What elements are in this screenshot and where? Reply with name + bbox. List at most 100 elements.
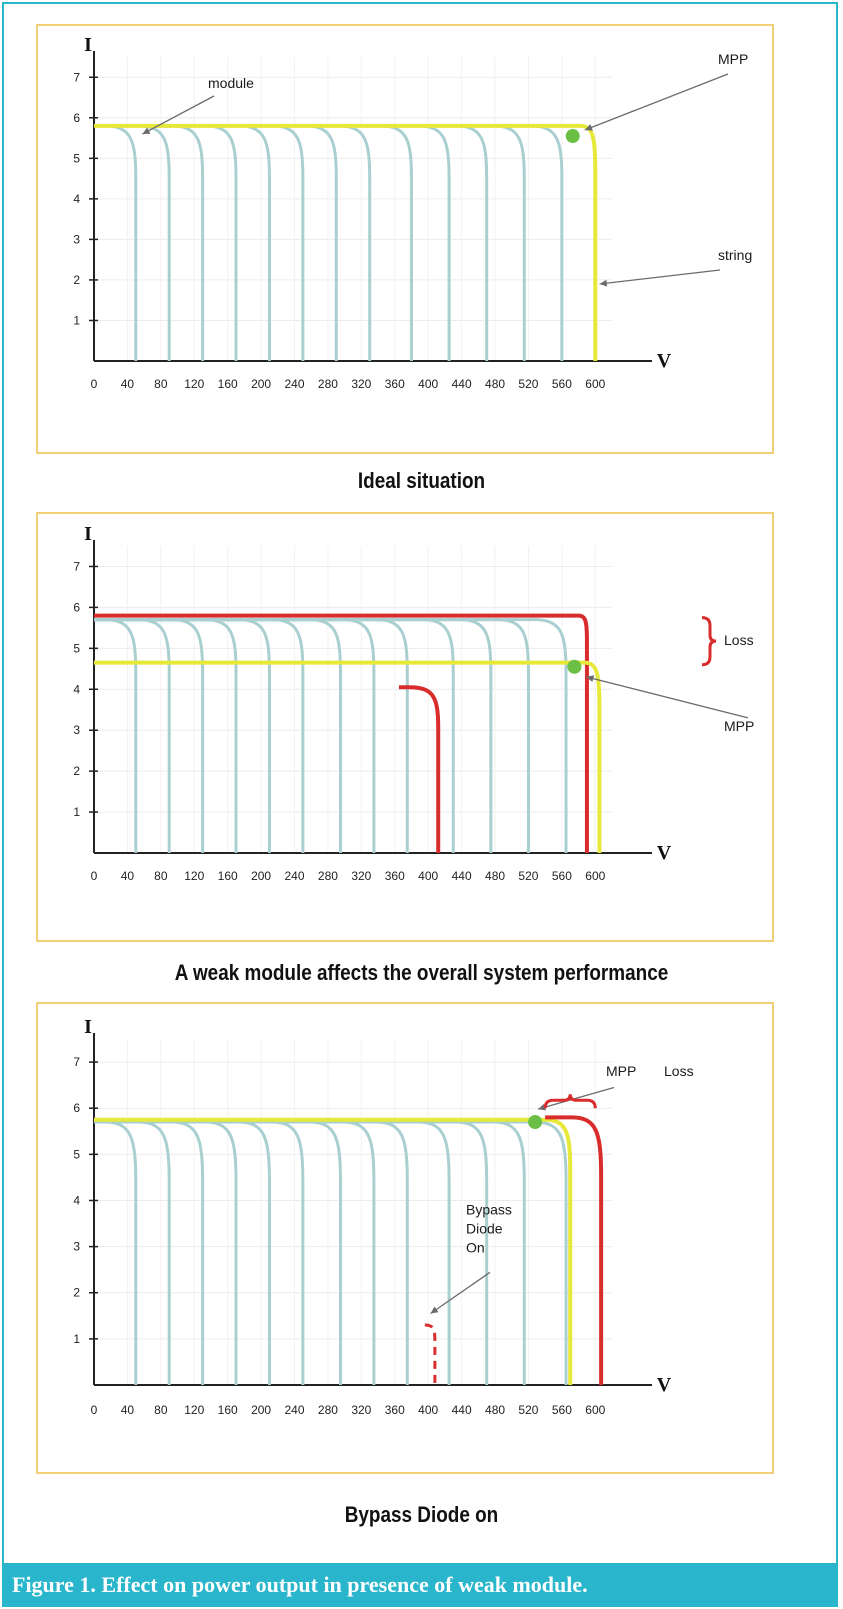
caption-bypass-diode: Bypass Diode on xyxy=(344,1502,499,1527)
module-curve xyxy=(94,1120,526,1385)
y-axis-label: I xyxy=(84,1016,92,1038)
bypassed-module-curve xyxy=(424,1323,437,1385)
annotation-bypass-diode: Diode xyxy=(466,1220,503,1236)
module-curve xyxy=(94,124,413,361)
arrow-bypass xyxy=(430,1271,491,1315)
y-tick-label: 6 xyxy=(73,600,80,614)
chart-panel-ideal: 1 2 3 4 5 6 7 0 40 80 120 160 200 240 280 320 360 400 440 4… xyxy=(36,24,774,454)
module-curve xyxy=(94,1120,138,1385)
arrow-mpp-head xyxy=(586,675,595,682)
x-tick-label: 240 xyxy=(285,377,305,391)
module-curve xyxy=(94,618,493,853)
y-tick-label: 4 xyxy=(73,1193,80,1207)
x-tick-label: 360 xyxy=(385,869,405,883)
y-tick-label: 6 xyxy=(73,1101,80,1115)
module-curve xyxy=(94,1120,238,1385)
chart-weak-module: 1 2 3 4 5 6 7 0 40 80 120 160 200 240 280 320 360 400 440 4… xyxy=(73,523,754,883)
x-tick-label: 80 xyxy=(154,1403,168,1417)
y-tick-label: 7 xyxy=(73,1055,80,1069)
x-tick-label: 200 xyxy=(251,1403,271,1417)
x-tick-label: 400 xyxy=(418,869,438,883)
x-tick-label: 440 xyxy=(452,1403,472,1417)
module-curve xyxy=(94,1120,451,1385)
x-tick-label: 560 xyxy=(552,1403,572,1417)
arrow-mpp xyxy=(584,73,729,131)
string-curve xyxy=(94,123,598,361)
full-string-curve xyxy=(545,1115,604,1385)
annotation-bypass-diode: Bypass xyxy=(466,1201,512,1217)
x-tick-label: 160 xyxy=(218,377,238,391)
y-tick-label: 4 xyxy=(73,682,80,696)
x-tick-label: 360 xyxy=(385,377,405,391)
module-curve xyxy=(94,618,271,853)
x-tick-label: 480 xyxy=(485,1403,505,1417)
y-tick-label: 7 xyxy=(73,70,80,84)
y-tick-label: 1 xyxy=(73,805,80,819)
x-tick-label: 240 xyxy=(285,869,305,883)
x-tick-label: 520 xyxy=(518,377,538,391)
module-curve xyxy=(94,618,409,853)
module-curve xyxy=(94,618,530,853)
y-tick-label: 5 xyxy=(73,1147,80,1161)
chart-panel-weak-module: 1 2 3 4 5 6 7 0 40 80 120 160 200 240 280 320 360 400 440 4… xyxy=(36,512,774,942)
x-tick-label: 320 xyxy=(351,1403,371,1417)
caption-weak-module: A weak module affects the overall system… xyxy=(174,960,669,985)
module-curve xyxy=(94,124,338,361)
chart-bypass-diode: 1 2 3 4 5 6 7 0 40 80 120 160 200 240 280 320 360 400 440 4… xyxy=(73,1016,693,1417)
mpp-point xyxy=(565,129,580,144)
weak-module-curve xyxy=(398,685,441,853)
module-curve xyxy=(94,124,305,361)
x-tick-label: 600 xyxy=(585,1403,605,1417)
module-curve xyxy=(94,618,138,853)
x-tick-label: 440 xyxy=(452,377,472,391)
y-tick-label: 7 xyxy=(73,559,80,573)
string-curve xyxy=(94,660,602,853)
x-tick-label: 360 xyxy=(385,1403,405,1417)
x-tick-label: 320 xyxy=(351,377,371,391)
annotation-module: module xyxy=(208,75,254,91)
arrow-bypass-head xyxy=(430,1306,439,1314)
x-tick-label: 240 xyxy=(285,1403,305,1417)
arrow-mpp xyxy=(537,1086,615,1110)
annotation-bypass-diode: On xyxy=(466,1239,485,1255)
x-tick-label: 200 xyxy=(251,377,271,391)
x-tick-label: 120 xyxy=(184,1403,204,1417)
x-tick-label: 40 xyxy=(121,1403,135,1417)
x-tick-label: 40 xyxy=(121,869,135,883)
y-tick-label: 2 xyxy=(73,764,80,778)
y-tick-label: 3 xyxy=(73,1240,80,1254)
module-curve xyxy=(94,618,171,853)
chart-ideal: 1 2 3 4 5 6 7 0 40 80 120 160 200 240 280 320 360 400 440 4… xyxy=(73,34,752,391)
arrow-string-head xyxy=(599,279,608,287)
annotation-string: string xyxy=(718,247,752,263)
x-tick-label: 400 xyxy=(418,377,438,391)
x-tick-label: 440 xyxy=(452,869,472,883)
y-axis-label: I xyxy=(84,523,92,545)
x-tick-label: 200 xyxy=(251,869,271,883)
x-tick-label: 400 xyxy=(418,1403,438,1417)
y-tick-label: 1 xyxy=(73,313,80,327)
x-tick-label: 120 xyxy=(184,377,204,391)
x-tick-label: 160 xyxy=(218,1403,238,1417)
module-curve xyxy=(94,124,205,361)
annotation-mpp: MPP xyxy=(724,718,754,734)
x-tick-label: 320 xyxy=(351,869,371,883)
arrow-module xyxy=(142,95,215,135)
module-curve xyxy=(94,1120,409,1385)
y-tick-label: 2 xyxy=(73,1286,80,1300)
module-curve xyxy=(94,124,451,361)
x-tick-label: 40 xyxy=(121,377,135,391)
x-tick-label: 160 xyxy=(218,869,238,883)
arrow-string xyxy=(599,269,721,285)
module-curve xyxy=(94,124,138,361)
x-tick-label: 560 xyxy=(552,377,572,391)
module-curve xyxy=(94,1120,271,1385)
x-tick-label: 0 xyxy=(91,869,98,883)
x-tick-label: 0 xyxy=(91,377,98,391)
x-tick-label: 120 xyxy=(184,869,204,883)
module-curve xyxy=(94,124,171,361)
module-curve xyxy=(94,1120,305,1385)
x-tick-label: 80 xyxy=(154,377,168,391)
caption-ideal: Ideal situation xyxy=(357,468,486,493)
annotation-mpp: MPP xyxy=(718,51,748,67)
